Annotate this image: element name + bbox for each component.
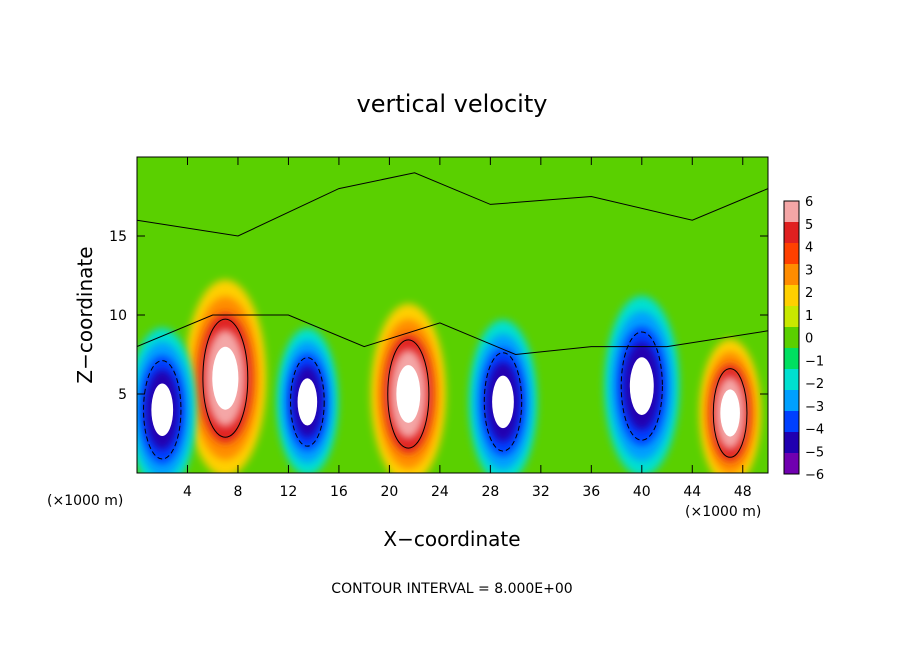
- x-tick-label-3: 16: [330, 484, 348, 500]
- x-tick-label-7: 32: [532, 484, 550, 500]
- x-tick-label-6: 28: [481, 484, 499, 500]
- colorbar-swatch-4: [784, 285, 799, 307]
- x-unit-label-left: (×1000 m): [47, 493, 123, 509]
- colorbar-swatch-10: [784, 411, 799, 433]
- x-unit-label-right: (×1000 m): [685, 504, 761, 520]
- downdraft-cell-2-ring-4: [492, 375, 514, 429]
- colorbar-tick-1: 5: [805, 218, 813, 233]
- colorbar-tick-12: −6: [805, 468, 824, 483]
- colorbar-tick-11: −5: [805, 445, 824, 460]
- x-tick-label-10: 44: [683, 484, 701, 500]
- x-tick-label-0: 4: [183, 484, 192, 500]
- x-tick-label-9: 40: [633, 484, 651, 500]
- downdraft-cell-1-ring-4: [297, 378, 318, 426]
- y-tick-label-0: 5: [118, 387, 127, 403]
- colorbar-swatch-6: [784, 327, 799, 349]
- colorbar-tick-10: −4: [805, 423, 824, 438]
- colorbar-tick-3: 3: [805, 263, 813, 278]
- y-axis-title: Z−coordinate: [73, 246, 97, 383]
- colorbar-swatch-1: [784, 222, 799, 244]
- colorbar-tick-6: 0: [805, 332, 813, 347]
- updraft-cell-2-contour: [712, 368, 748, 458]
- updraft-cell-2: [699, 339, 761, 473]
- colorbar-tick-8: −2: [805, 377, 824, 392]
- colorbar-swatch-3: [784, 264, 799, 286]
- updraft-cell-0-ring-4: [212, 346, 239, 410]
- x-tick-label-5: 24: [431, 484, 449, 500]
- updraft-cell-0-contour: [202, 318, 249, 438]
- y-tick-label-2: 15: [109, 229, 127, 245]
- colorbar-swatch-0: [784, 201, 799, 223]
- velocity-field: [137, 279, 761, 473]
- y-axis: 5 10 15: [109, 229, 768, 403]
- updraft-cell-0: [184, 279, 267, 473]
- colorbar-swatch-11: [784, 432, 799, 454]
- colorbar-frame: [783, 200, 800, 475]
- updraft-cell-2-ring-4: [720, 389, 740, 437]
- downdraft-cell-1-contour: [290, 357, 325, 447]
- downdraft-cell-0-ring-4: [151, 383, 174, 437]
- downdraft-cell-0: [137, 327, 197, 473]
- colorbar-tick-7: −1: [805, 354, 824, 369]
- zero-contours: [137, 172, 768, 356]
- colorbar-swatch-2: [784, 243, 799, 265]
- x-tick-label-4: 20: [380, 484, 398, 500]
- colorbar-tick-9: −3: [805, 400, 824, 415]
- downdraft-cell-2-contour: [483, 352, 523, 452]
- zero-contour-0: [137, 314, 768, 356]
- colorbar-tick-2: 4: [805, 241, 813, 256]
- contour-interval-note: CONTOUR INTERVAL = 8.000E+00: [331, 581, 572, 597]
- x-tick-label-1: 8: [233, 484, 242, 500]
- colorbar-swatch-12: [784, 453, 799, 475]
- downdraft-cell-3-contour: [620, 331, 663, 441]
- x-tick-label-2: 12: [280, 484, 298, 500]
- colorbar-swatch-7: [784, 348, 799, 370]
- updraft-cell-1-ring-4: [396, 365, 421, 423]
- colorbar-swatch-8: [784, 369, 799, 391]
- downdraft-cell-1: [276, 328, 338, 473]
- colorbar-tick-4: 2: [805, 286, 813, 301]
- downdraft-cell-2: [468, 319, 537, 473]
- x-tick-label-11: 48: [734, 484, 752, 500]
- downdraft-cell-3: [604, 295, 680, 473]
- colorbar-tick-5: 1: [805, 309, 813, 324]
- downdraft-cell-3-ring-4: [629, 357, 654, 415]
- zero-contour-1: [137, 172, 768, 237]
- downdraft-cell-0-contour: [143, 360, 182, 460]
- colorbar-tick-0: 6: [805, 195, 813, 210]
- chart-title: vertical velocity: [357, 90, 548, 118]
- x-axis-title: X−coordinate: [383, 527, 520, 551]
- updraft-cell-1-contour: [387, 339, 430, 449]
- updraft-cell-1: [370, 303, 446, 473]
- colorbar-swatch-9: [784, 390, 799, 412]
- y-tick-label-1: 10: [109, 308, 127, 324]
- x-axis: 4 8 12 16 20 24 28 32 36 40 44 48: [183, 157, 752, 500]
- colorbar: 6 5 4 3 2 1 0 −1 −2 −3 −4 −5 −6: [783, 195, 824, 483]
- x-tick-label-8: 36: [582, 484, 600, 500]
- colorbar-swatch-5: [784, 306, 799, 328]
